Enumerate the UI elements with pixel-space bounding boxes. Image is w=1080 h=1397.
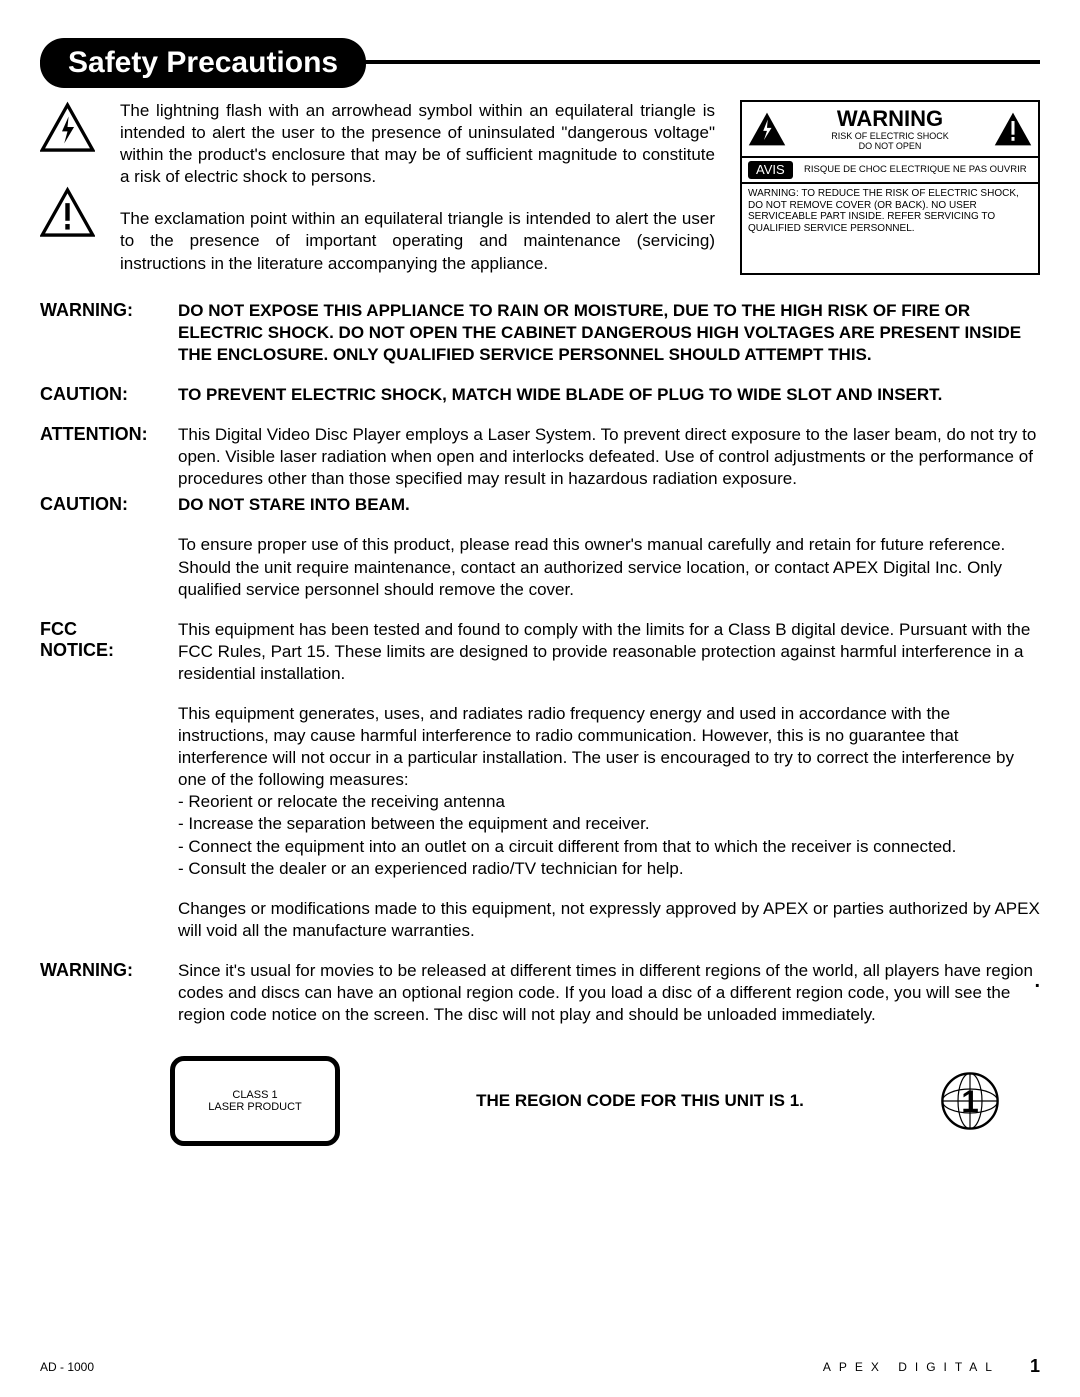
caution-row: CAUTION: TO PREVENT ELECTRIC SHOCK, MATC…: [40, 384, 1040, 406]
bolt-triangle-icon: [748, 110, 786, 148]
avis-text: RISQUE DE CHOC ELECTRIQUE NE PAS OUVRIR: [799, 165, 1032, 175]
warning-box-bottom: WARNING: TO REDUCE THE RISK OF ELECTRIC …: [742, 184, 1038, 238]
fcc-p2-text: This equipment generates, uses, and radi…: [178, 704, 1014, 789]
warning2-label: WARNING:: [40, 960, 170, 1026]
caution-label: CAUTION:: [40, 384, 170, 406]
region-code-text: THE REGION CODE FOR THIS UNIT IS 1.: [360, 1091, 920, 1111]
fcc-p1: This equipment has been tested and found…: [178, 619, 1040, 685]
notice-rows: WARNING: DO NOT EXPOSE THIS APPLIANCE TO…: [40, 300, 1040, 1027]
warning2-row: WARNING: Since it's usual for movies to …: [40, 960, 1040, 1026]
caution2-row: CAUTION: DO NOT STARE INTO BEAM.: [40, 494, 1040, 516]
top-section: The lightning flash with an arrowhead sy…: [40, 100, 1040, 275]
caution-body: TO PREVENT ELECTRIC SHOCK, MATCH WIDE BL…: [178, 384, 1040, 406]
fcc-row: FCC NOTICE: This equipment has been test…: [40, 619, 1040, 942]
warning-label: WARNING:: [40, 300, 170, 366]
footer: AD - 1000 APEX DIGITAL 1: [40, 1356, 1040, 1377]
fcc-label: FCC NOTICE:: [40, 619, 170, 942]
region-row: CLASS 1 LASER PRODUCT THE REGION CODE FO…: [40, 1056, 1040, 1146]
exclamation-triangle-icon: [994, 110, 1032, 148]
caution2-label: CAUTION:: [40, 494, 170, 516]
attention-body: This Digital Video Disc Player employs a…: [178, 424, 1040, 490]
warning-box-top: WARNING RISK OF ELECTRIC SHOCK DO NOT OP…: [742, 102, 1038, 158]
bolt-triangle-icon: [40, 100, 95, 155]
attention-row: ATTENTION: This Digital Video Disc Playe…: [40, 424, 1040, 490]
svg-text:1: 1: [961, 1084, 978, 1119]
class1-laser-box: CLASS 1 LASER PRODUCT: [170, 1056, 340, 1146]
exclamation-triangle-icon: [40, 185, 95, 240]
footer-left: AD - 1000: [40, 1360, 94, 1374]
icon-column: [40, 100, 100, 275]
page-number: 1: [1030, 1356, 1040, 1377]
fcc-b4: - Consult the dealer or an experienced r…: [178, 859, 684, 878]
exclamation-description: The exclamation point within an equilate…: [120, 208, 720, 274]
warning-box-mid: AVIS RISQUE DE CHOC ELECTRIQUE NE PAS OU…: [742, 158, 1038, 184]
proper-use-body: To ensure proper use of this product, pl…: [178, 534, 1040, 600]
warning-box-title: WARNING: [786, 106, 994, 132]
proper-use-row: To ensure proper use of this product, pl…: [40, 534, 1040, 600]
fcc-b2: - Increase the separation between the eq…: [178, 814, 650, 833]
fcc-l2: NOTICE:: [40, 640, 114, 660]
page-title: Safety Precautions: [40, 38, 366, 88]
fcc-b3: - Connect the equipment into an outlet o…: [178, 837, 956, 856]
warning-row: WARNING: DO NOT EXPOSE THIS APPLIANCE TO…: [40, 300, 1040, 366]
dot-mark: .: [1034, 970, 1040, 993]
footer-right: APEX DIGITAL 1: [823, 1356, 1040, 1377]
attention-label: ATTENTION:: [40, 424, 170, 490]
fcc-p3: Changes or modifications made to this eq…: [178, 898, 1040, 942]
warning-body: DO NOT EXPOSE THIS APPLIANCE TO RAIN OR …: [178, 300, 1040, 366]
fcc-body: This equipment has been tested and found…: [178, 619, 1040, 942]
class1-l1: CLASS 1: [232, 1089, 277, 1101]
fcc-b1: - Reorient or relocate the receiving ant…: [178, 792, 505, 811]
warning-box: WARNING RISK OF ELECTRIC SHOCK DO NOT OP…: [740, 100, 1040, 275]
warning-box-sub2: DO NOT OPEN: [786, 142, 994, 152]
fcc-p2: This equipment generates, uses, and radi…: [178, 703, 1040, 880]
icon-descriptions: The lightning flash with an arrowhead sy…: [120, 100, 720, 275]
bolt-description: The lightning flash with an arrowhead sy…: [120, 100, 720, 188]
avis-label: AVIS: [748, 161, 793, 179]
spacer: [40, 534, 170, 600]
footer-brand: APEX DIGITAL: [823, 1360, 1000, 1374]
region-globe-icon: 1: [940, 1071, 1000, 1131]
content: The lightning flash with an arrowhead sy…: [40, 100, 1040, 1146]
class1-l2: LASER PRODUCT: [208, 1101, 302, 1113]
warning2-body: Since it's usual for movies to be releas…: [178, 960, 1040, 1026]
fcc-l1: FCC: [40, 619, 77, 639]
caution2-body: DO NOT STARE INTO BEAM.: [178, 494, 1040, 516]
